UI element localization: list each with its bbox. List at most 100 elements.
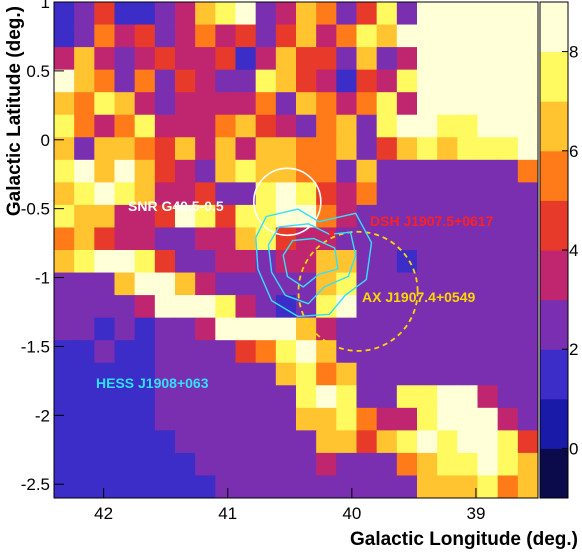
heatmap-cell	[497, 250, 519, 273]
heatmap-cell	[437, 475, 458, 499]
heatmap-cell	[396, 24, 418, 48]
heatmap-cell	[517, 92, 539, 116]
heatmap-cell	[215, 430, 236, 454]
heatmap-cell	[316, 362, 337, 386]
heatmap-cell	[114, 250, 136, 273]
heatmap-cell	[316, 475, 337, 499]
heatmap-cell	[376, 47, 398, 71]
heatmap-cell	[114, 204, 136, 228]
heatmap-cell	[235, 159, 257, 183]
colorbar-tick-label: 0	[569, 439, 578, 458]
heatmap-cell	[215, 24, 236, 48]
heatmap-cell	[356, 272, 378, 296]
heatmap-cell	[74, 295, 95, 319]
heatmap-cell	[376, 250, 398, 273]
heatmap-cell	[477, 452, 499, 476]
heatmap-cell	[497, 159, 519, 183]
heatmap-cell	[275, 182, 297, 206]
heatmap-cell	[296, 137, 317, 161]
heatmap-cell	[54, 452, 75, 476]
heatmap-cell	[195, 69, 216, 93]
heatmap-cell	[497, 272, 519, 296]
heatmap-cell	[437, 385, 458, 409]
heatmap-cell	[356, 385, 378, 409]
heatmap-cell	[54, 114, 75, 138]
heatmap-cell	[94, 317, 115, 341]
heatmap-cell	[195, 452, 216, 476]
heatmap-cell	[255, 340, 277, 364]
heatmap-cell	[74, 317, 95, 341]
heatmap-cell	[195, 182, 216, 206]
heatmap-cell	[417, 204, 438, 228]
heatmap-cell	[175, 407, 196, 431]
heatmap-cell	[457, 475, 478, 499]
heatmap-cells	[54, 2, 539, 499]
heatmap-cell	[477, 24, 499, 48]
heatmap-cell	[215, 69, 236, 93]
heatmap-cell	[437, 92, 458, 116]
heatmap-cell	[134, 430, 156, 454]
heatmap-cell	[74, 47, 95, 71]
heatmap-cell	[134, 362, 156, 386]
heatmap-cell	[296, 452, 317, 476]
heatmap-cell	[417, 385, 438, 409]
heatmap-cell	[477, 362, 499, 386]
heatmap-cell	[356, 182, 378, 206]
y-tick-label: -0.5	[21, 200, 50, 219]
heatmap-cell	[94, 475, 115, 499]
x-tick-label: 39	[466, 504, 485, 523]
heatmap-cell	[114, 69, 136, 93]
dsh-label: DSH J1907.5+0617	[370, 213, 494, 229]
heatmap-cell	[376, 340, 398, 364]
heatmap-cell	[336, 92, 357, 116]
heatmap-cell	[175, 317, 196, 341]
heatmap-cell	[154, 430, 176, 454]
heatmap-cell	[497, 295, 519, 319]
heatmap-cell	[54, 385, 75, 409]
heatmap-cell	[255, 362, 277, 386]
heatmap-cell	[356, 340, 378, 364]
heatmap-cell	[417, 250, 438, 273]
heatmap-cell	[417, 475, 438, 499]
colorbar-segment	[540, 349, 568, 400]
heatmap-cell	[235, 24, 257, 48]
heatmap-cell	[54, 137, 75, 161]
heatmap-cell	[54, 250, 75, 273]
heatmap-cell	[175, 24, 196, 48]
heatmap-cell	[497, 385, 519, 409]
heatmap-cell	[477, 385, 499, 409]
heatmap-cell	[396, 204, 418, 228]
heatmap-cell	[54, 295, 75, 319]
heatmap-cell	[275, 2, 297, 25]
heatmap-cell	[74, 182, 95, 206]
heatmap-cell	[517, 452, 539, 476]
heatmap-cell	[376, 114, 398, 138]
heatmap-cell	[316, 24, 337, 48]
heatmap-cell	[396, 430, 418, 454]
heatmap-cell	[437, 272, 458, 296]
hess-contour-2	[267, 223, 357, 305]
heatmap-cell	[134, 47, 156, 71]
heatmap-cell	[154, 24, 176, 48]
heatmap-cell	[316, 385, 337, 409]
heatmap-cell	[154, 407, 176, 431]
heatmap-cell	[457, 204, 478, 228]
heatmap-cell	[437, 227, 458, 251]
heatmap-cell	[336, 182, 357, 206]
heatmap-cell	[517, 317, 539, 341]
heatmap-cell	[336, 340, 357, 364]
heatmap-cell	[74, 204, 95, 228]
heatmap-cell	[457, 69, 478, 93]
heatmap-cell	[356, 362, 378, 386]
heatmap-cell	[437, 295, 458, 319]
heatmap-cell	[457, 340, 478, 364]
heatmap-cell	[376, 182, 398, 206]
heatmap-cell	[134, 24, 156, 48]
heatmap-cell	[54, 227, 75, 251]
heatmap-cell	[497, 182, 519, 206]
heatmap-cell	[94, 69, 115, 93]
heatmap-cell	[437, 137, 458, 161]
heatmap-cell	[215, 114, 236, 138]
heatmap-cell	[497, 47, 519, 71]
